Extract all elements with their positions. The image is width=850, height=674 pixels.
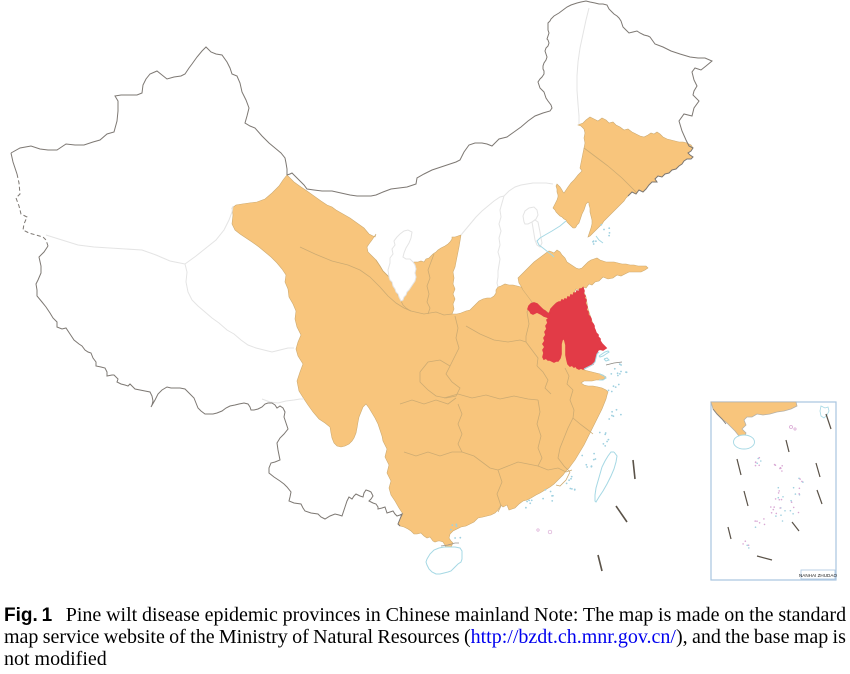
- svg-text:NANHAI ZHUDAO: NANHAI ZHUDAO: [799, 573, 837, 578]
